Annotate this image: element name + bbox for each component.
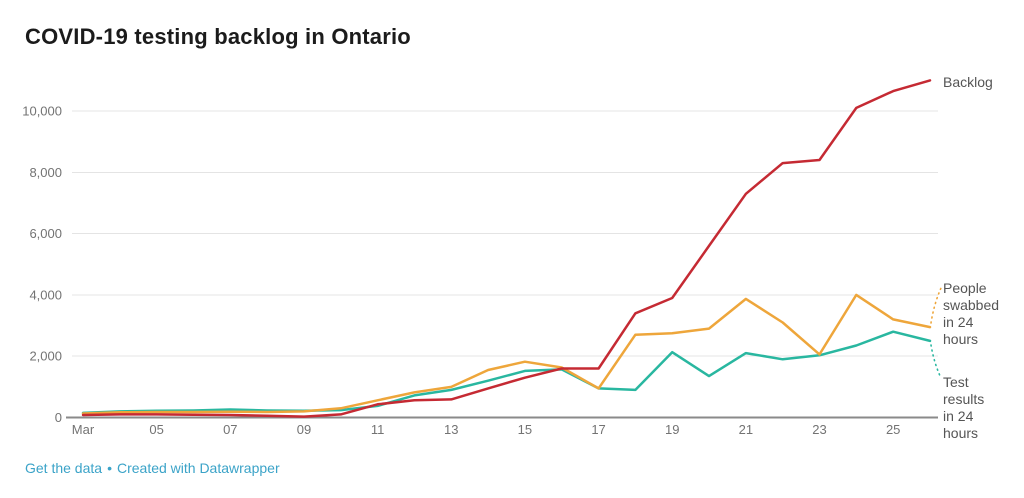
series-line-results[interactable] [81,330,932,415]
x-tick-label: 15 [518,422,532,437]
series-label-swabbed: hours [943,331,978,347]
line-chart: 0 2,000 4,000 6,000 8,000 10,000 Mar 05 07 09 11 13… [22,74,999,441]
x-tick-label: 11 [371,422,385,437]
footer-separator: • [107,460,112,476]
y-tick-label: 10,000 [22,104,62,119]
y-tick-label: 6,000 [29,226,62,241]
y-tick-label: 2,000 [29,349,62,364]
x-tick-label: 09 [297,422,311,437]
x-tick-label: 05 [149,422,163,437]
x-tick-label: 23 [812,422,826,437]
x-tick-label: 13 [444,422,458,437]
leader-line-swabbed [930,287,942,324]
x-tick-label: 19 [665,422,679,437]
datawrapper-credit-link[interactable]: Created with Datawrapper [116,460,280,476]
series-label-backlog: Backlog [943,74,993,90]
x-tick-label: 25 [886,422,900,437]
y-tick-label: 8,000 [29,165,62,180]
chart-footer: Get the data • Created with Datawrapper [25,460,280,476]
series-label-swabbed: People [943,280,987,296]
x-tick-label: 21 [739,422,753,437]
x-tick-label: 07 [223,422,237,437]
leader-line-results [930,344,942,379]
series-label-results: in 24 [943,408,974,424]
series-label-results: results [943,391,984,407]
x-tick-label: Mar [72,422,95,437]
get-the-data-link[interactable]: Get the data [25,460,103,476]
series-label-results: hours [943,425,978,441]
y-tick-label: 0 [55,410,62,425]
x-tick-label: 17 [591,422,605,437]
series-line-swabbed[interactable] [81,293,932,415]
series-line-backlog[interactable] [81,79,932,418]
y-tick-label: 4,000 [29,287,62,302]
series-label-swabbed: in 24 [943,314,974,330]
chart-title: COVID-19 testing backlog in Ontario [25,24,411,49]
series-label-swabbed: swabbed [943,297,999,313]
series-label-results: Test [943,374,969,390]
